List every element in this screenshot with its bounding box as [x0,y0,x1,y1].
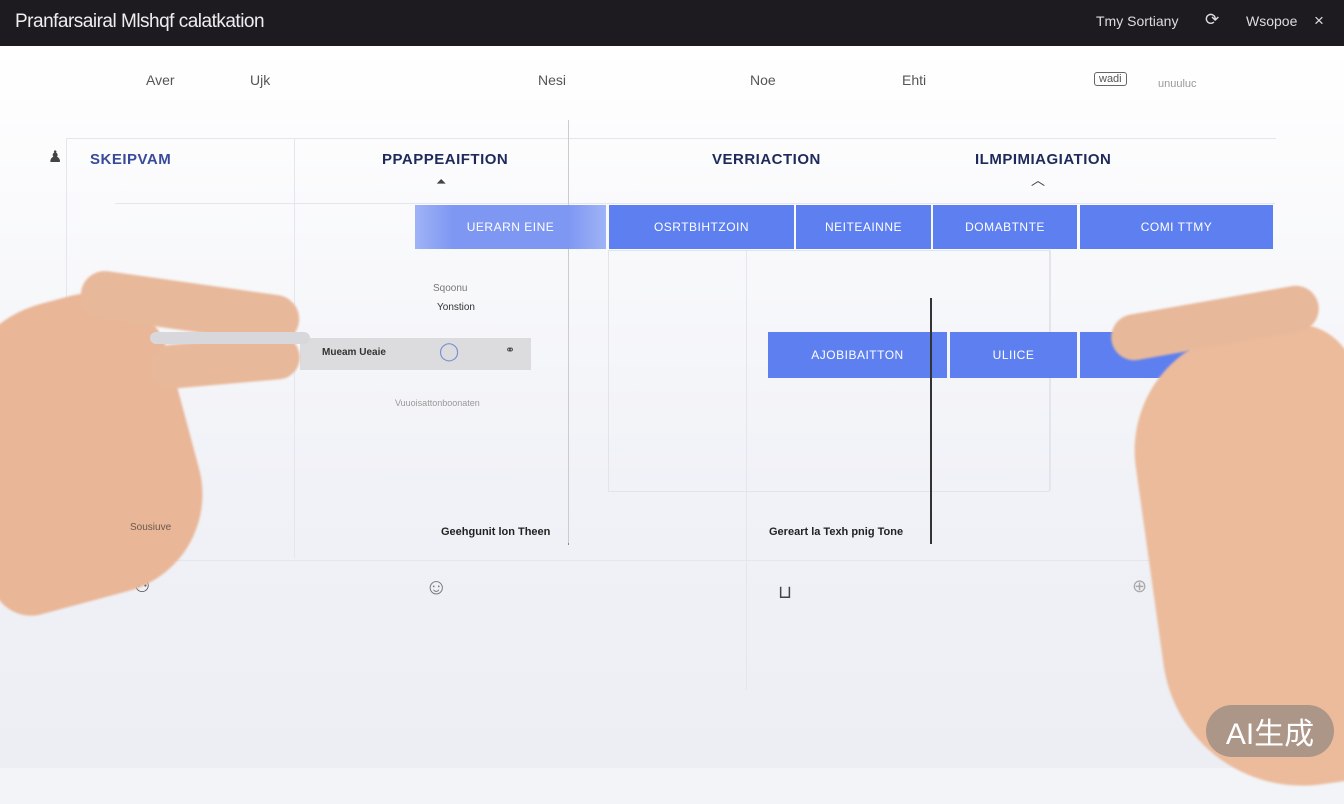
phase-header[interactable]: SKEIPVAM [90,151,172,168]
milestone-label: Geehgunit lon Theen [441,526,551,538]
smile-icon[interactable]: ☺ [425,574,448,599]
window-menu[interactable]: Wsopoe [1246,13,1298,29]
slider-track[interactable]: Mueam Ueaie ◯ ⚭ [300,338,531,370]
slider-label: Mueam Ueaie [322,347,386,358]
milestone-label: Gereart la Texh pnig Tone [769,526,904,538]
pin-icon: ♟ [48,149,63,166]
calendar-icon[interactable]: ⊔ [778,582,793,602]
note: Sousiuve [130,522,172,533]
timeline-bar[interactable]: DOMABTNTE [933,205,1077,249]
marker-base [568,543,569,545]
timeline-bar[interactable]: ULIICE [950,332,1077,378]
toolbar-item[interactable]: Aver [146,72,175,88]
phase-header[interactable]: ILMPIMIAGIATION [975,151,1112,168]
app-title: Pranfarsairal Mlshqf calatkation [15,11,265,32]
toolbar-item[interactable]: Nesi [538,72,567,88]
timeline-bar[interactable]: OSRTBIHTZOIN [609,205,794,249]
toolbar-item[interactable]: Ujk [250,72,271,88]
note: Sqoonu [433,283,468,294]
refresh-icon[interactable]: ⟳ [1205,10,1220,29]
user-menu[interactable]: Tmy Sortiany [1096,13,1179,29]
grid-line [746,250,747,690]
phase-header[interactable]: PPAPPEAIFTION [382,151,509,168]
note: Yonstion [437,302,475,313]
time-marker[interactable] [930,298,932,544]
timeline-bar[interactable]: UERARN EINE [415,205,606,249]
timeline-bar[interactable]: NEITEAINNE [796,205,931,249]
caption: Vuuoisattonboonaten [395,398,480,408]
grid-line [66,560,1276,561]
title-bar: Pranfarsairal Mlshqf calatkation Tmy Sor… [0,0,1344,46]
workspace [0,46,1344,768]
timeline-bar[interactable]: COMI TTMY [1080,205,1273,249]
timeline-bar[interactable]: AJOBIBAITTON [768,332,947,378]
toolbar-item[interactable]: unuuluc [1158,78,1197,90]
grid-line [66,138,1276,139]
grid-line [568,120,569,545]
close-icon[interactable]: × [1314,11,1324,30]
stylus [150,332,310,344]
chevron-up-icon[interactable]: ︿ [1031,172,1045,188]
link-icon[interactable]: ⚭ [505,343,516,357]
phase-header[interactable]: VERRIACTION [712,151,821,168]
toolbar-item[interactable]: Noe [750,72,776,88]
grid-line [115,203,1275,204]
ai-generated-badge: AI生成 [1206,705,1334,757]
toolbar-item[interactable]: Ehti [902,72,927,88]
slider-handle-icon[interactable]: ◯ [439,341,460,361]
eye-icon: ⏶ [436,174,447,189]
toolbar-item[interactable]: wadi [1094,72,1127,86]
globe-icon[interactable]: ⊕ [1132,576,1148,596]
